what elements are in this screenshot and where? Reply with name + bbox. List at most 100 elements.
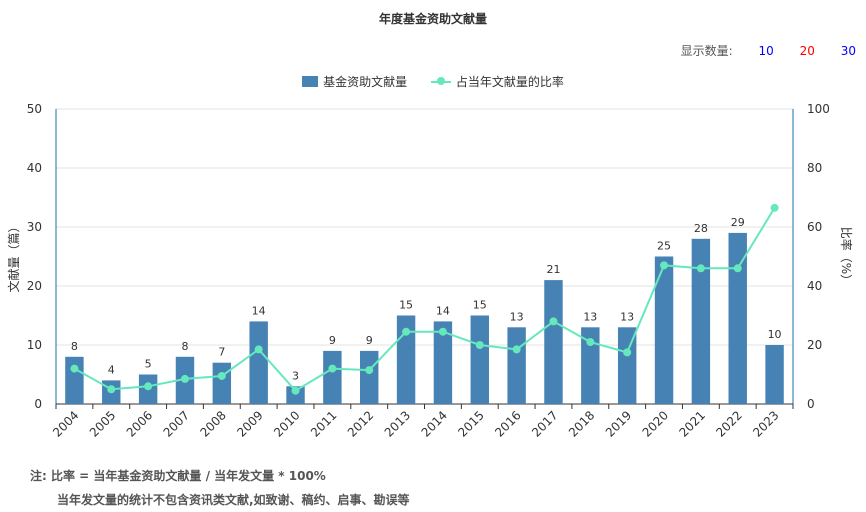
bar-value-label: 15 <box>399 299 413 312</box>
x-tick-label: 2004 <box>50 408 81 439</box>
y-tick-label-left: 40 <box>27 161 42 175</box>
chart-plot: 0 10 20 30 40 50 0 20 40 60 80 100 文献量（篇） 比率（%） 8 2004 4… <box>6 102 854 440</box>
bar-value-label: 21 <box>546 263 560 276</box>
legend-line-label: 占当年文献量的比率 <box>455 75 564 89</box>
y-tick-label-right: 20 <box>807 338 822 352</box>
x-tick-label: 2014 <box>419 408 450 439</box>
bar <box>212 362 232 404</box>
y-tick-label-right: 80 <box>807 161 822 175</box>
bar-value-label: 25 <box>657 240 671 253</box>
ratio-point <box>660 261 669 270</box>
ratio-point <box>696 264 705 273</box>
ratio-point <box>733 264 742 273</box>
y-tick-label-left: 20 <box>27 279 42 293</box>
y-tick-label-left: 30 <box>27 220 42 234</box>
x-tick-label: 2017 <box>529 408 560 439</box>
ratio-point <box>549 317 558 326</box>
ratio-point <box>623 348 632 357</box>
display-count-option-10[interactable]: 10 <box>758 44 774 58</box>
display-count-option-30[interactable]: 30 <box>840 44 856 58</box>
y-tick-label-left: 50 <box>27 102 42 116</box>
x-tick-label: 2020 <box>640 408 671 439</box>
bar <box>654 256 674 404</box>
bar-value-label: 14 <box>436 304 450 317</box>
ratio-point <box>180 374 189 383</box>
x-tick-label: 2007 <box>161 408 192 439</box>
bar <box>691 238 711 404</box>
ratio-point <box>586 338 595 347</box>
bar <box>617 327 637 404</box>
bar-value-label: 8 <box>71 340 78 353</box>
x-tick-label: 2021 <box>676 408 707 439</box>
display-count-option-20[interactable]: 20 <box>799 44 815 58</box>
chart-title: 年度基金资助文献量 <box>378 12 487 26</box>
legend-item-line[interactable]: 占当年文献量的比率 <box>430 73 564 90</box>
bar <box>765 345 784 404</box>
ratio-point <box>254 345 263 354</box>
ratio-point <box>328 364 337 373</box>
note-line-2: 当年发文量的统计不包含资讯类文献,如致谢、稿约、启事、勘误等 <box>57 493 410 507</box>
ratio-point <box>144 382 153 391</box>
x-tick-label: 2012 <box>345 408 376 439</box>
bar <box>433 321 453 404</box>
x-tick-label: 2023 <box>750 408 781 439</box>
bar-value-label: 15 <box>473 299 487 312</box>
bar-value-label: 4 <box>108 363 115 376</box>
bar <box>728 232 747 404</box>
y-axis-title-right: 比率（%） <box>839 227 854 286</box>
display-count-label: 显示数量: <box>680 44 733 58</box>
bar-value-label: 3 <box>292 369 299 382</box>
x-tick-label: 2022 <box>713 408 744 439</box>
x-tick-label: 2013 <box>382 408 413 439</box>
bar <box>360 350 379 404</box>
ratio-point <box>291 386 300 395</box>
bar-value-label: 13 <box>583 310 597 323</box>
ratio-point <box>438 327 447 336</box>
ratio-point <box>70 364 79 373</box>
bar <box>470 315 489 404</box>
bar-value-label: 9 <box>366 334 373 347</box>
bar-value-label: 28 <box>694 222 708 235</box>
ratio-point <box>475 341 484 349</box>
display-count-selector: 显示数量: 10 20 30 <box>681 42 856 59</box>
bar <box>286 386 305 404</box>
bar <box>249 321 268 404</box>
bar-value-label: 9 <box>329 334 336 347</box>
y-tick-label-right: 40 <box>807 279 822 293</box>
chart-notes: 注: 比率 = 当年基金资助文献量 / 当年发文量 * 100% 当年发文量的统… <box>30 464 410 512</box>
x-tick-label: 2019 <box>603 408 634 439</box>
y-tick-label-right: 0 <box>807 397 815 411</box>
ratio-point <box>402 327 411 336</box>
x-tick-label: 2010 <box>271 408 302 439</box>
ratio-point <box>365 366 374 375</box>
y-tick-label-right: 100 <box>807 102 830 116</box>
chart-legend: 基金资助文献量 占当年文献量的比率 <box>0 73 866 90</box>
y-tick-label-left: 10 <box>27 338 42 352</box>
ratio-point <box>770 203 779 212</box>
bar-value-label: 5 <box>145 358 152 371</box>
y-axis-title-left: 文献量（篇） <box>6 220 21 292</box>
bar-value-label: 14 <box>252 304 266 317</box>
x-tick-label: 2009 <box>234 408 265 439</box>
bar <box>507 327 526 404</box>
legend-item-bar[interactable]: 基金资助文献量 <box>302 73 407 90</box>
bar-value-label: 13 <box>510 310 524 323</box>
bar-value-label: 29 <box>731 216 745 229</box>
x-tick-label: 2005 <box>87 408 118 439</box>
bar <box>544 280 563 404</box>
bar <box>323 350 342 404</box>
x-tick-label: 2015 <box>455 408 486 439</box>
ratio-line <box>73 207 776 393</box>
x-tick-label: 2016 <box>492 408 523 439</box>
y-tick-label-right: 60 <box>807 220 822 234</box>
ratio-point <box>512 345 521 354</box>
x-tick-label: 2008 <box>197 408 228 439</box>
bar <box>65 356 84 404</box>
legend-bar-label: 基金资助文献量 <box>323 75 408 89</box>
bar-value-label: 13 <box>620 310 634 323</box>
bar <box>581 327 600 404</box>
x-tick-label: 2011 <box>308 408 339 439</box>
legend-line-swatch <box>430 76 451 87</box>
bar-value-label: 7 <box>218 346 225 359</box>
bar-value-label: 10 <box>768 328 782 341</box>
